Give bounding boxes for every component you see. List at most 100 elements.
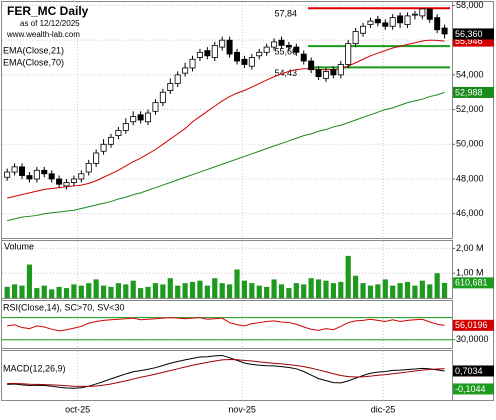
legend-entry: EMA(Close,70) xyxy=(3,57,64,67)
y-tick-label: 58,000 xyxy=(456,0,484,10)
candle-body xyxy=(196,51,203,58)
candle-body xyxy=(241,58,248,65)
legend-entry: EMA(Close,21) xyxy=(3,45,64,55)
last-value-box xyxy=(453,319,494,331)
candle-body xyxy=(352,31,359,45)
volume-bar xyxy=(427,284,433,298)
candle-body xyxy=(426,8,433,20)
volume-bar xyxy=(367,285,374,298)
y-tick-label: 2,00 M xyxy=(456,243,484,253)
candle-body xyxy=(107,136,114,145)
volume-bar xyxy=(249,283,255,298)
candle-body xyxy=(189,58,196,69)
level-label: 55,66 xyxy=(274,46,297,56)
volume-bar xyxy=(219,283,225,298)
volume-bar xyxy=(227,284,233,298)
candle-body xyxy=(308,60,315,71)
volume-bar xyxy=(56,286,62,298)
candle-body xyxy=(19,166,26,176)
volume-bar xyxy=(301,284,307,298)
candle-body xyxy=(130,116,137,123)
volume-bar xyxy=(49,289,55,298)
source: www.wealth-lab.com xyxy=(6,30,80,39)
candle-body xyxy=(145,112,152,123)
y-tick-label: 30,0000 xyxy=(456,334,489,344)
candle-body xyxy=(41,169,48,175)
volume-bar xyxy=(63,288,70,298)
outer-frame xyxy=(1,1,494,401)
volume-bar xyxy=(323,280,329,298)
last-value-box xyxy=(453,383,494,395)
pane-title: RSI(Close,14), SC>70, SV<30 xyxy=(3,302,125,312)
candle-body xyxy=(382,22,389,27)
y-tick-label: 52,000 xyxy=(456,104,484,114)
volume-bar xyxy=(12,284,18,298)
volume-bar xyxy=(138,288,144,298)
series-line xyxy=(7,39,445,199)
candle-body xyxy=(345,43,352,65)
volume-bar xyxy=(212,278,218,298)
volume-bar xyxy=(182,283,188,298)
last-value-label: 56,360 xyxy=(455,29,483,39)
candle-body xyxy=(78,173,85,180)
candle-body xyxy=(337,64,344,76)
series-line xyxy=(7,354,445,389)
candle-body xyxy=(404,15,411,25)
volume-bar xyxy=(78,285,84,298)
volume-bar xyxy=(234,269,240,298)
candle-body xyxy=(33,169,40,180)
candle-body xyxy=(234,51,241,62)
y-tick-label: 48,000 xyxy=(456,173,484,183)
marks: oct-25 nov-25 dic-25 46,000 48,000 50,000 52,0… xyxy=(2,0,494,414)
candle-body xyxy=(397,15,404,24)
volume-bar xyxy=(4,286,10,298)
candle-body xyxy=(411,13,418,16)
candle-body xyxy=(360,25,367,34)
candle-body xyxy=(4,171,11,178)
volume-bar xyxy=(382,279,388,298)
volume-bar xyxy=(86,283,92,298)
candle-body xyxy=(434,17,441,31)
candle-body xyxy=(204,50,211,57)
candle-body xyxy=(211,44,218,58)
candle-body xyxy=(56,178,63,185)
candle-body xyxy=(441,27,448,35)
pane-title: MACD(12,26,9) xyxy=(3,363,66,373)
last-value-label: 0,7034 xyxy=(455,366,483,376)
volume-bar xyxy=(123,284,129,298)
volume-bar xyxy=(278,284,285,298)
volume-bar xyxy=(434,273,440,298)
candle-body xyxy=(182,67,189,74)
last-value-box xyxy=(453,35,494,47)
volume-bar xyxy=(441,282,448,298)
volume-bar xyxy=(197,280,203,298)
candle-body xyxy=(226,39,233,55)
volume-bar xyxy=(264,286,270,298)
volume-bar xyxy=(286,288,292,298)
subtitle: as of 12/12/2025 xyxy=(20,19,80,28)
volume-bar xyxy=(167,278,173,298)
volume-bar xyxy=(404,281,411,298)
candle-body xyxy=(419,8,426,17)
last-value-label: 52,988 xyxy=(455,87,483,97)
volume-bar xyxy=(271,279,277,298)
last-value-label: -0,1044 xyxy=(455,384,486,394)
x-tick-label: dic-25 xyxy=(371,404,396,414)
candle-body xyxy=(285,44,292,48)
chart-title: FER_MC Daily xyxy=(7,4,89,18)
volume-bar xyxy=(241,280,248,298)
candle-body xyxy=(167,83,174,91)
candle-body xyxy=(322,71,329,79)
volume-bar xyxy=(145,286,151,298)
candle-body xyxy=(293,46,300,53)
candle-body xyxy=(174,74,181,84)
candle-body xyxy=(48,173,55,180)
series-line xyxy=(7,317,445,332)
volume-bar xyxy=(390,285,396,298)
y-tick-label: 1,00 M xyxy=(456,268,484,278)
volume-bar xyxy=(345,255,351,298)
labels: FER_MC Daily as of 12/12/2025 www.wealth… xyxy=(3,4,125,373)
volume-bar xyxy=(256,285,262,298)
last-value-box xyxy=(453,86,494,98)
